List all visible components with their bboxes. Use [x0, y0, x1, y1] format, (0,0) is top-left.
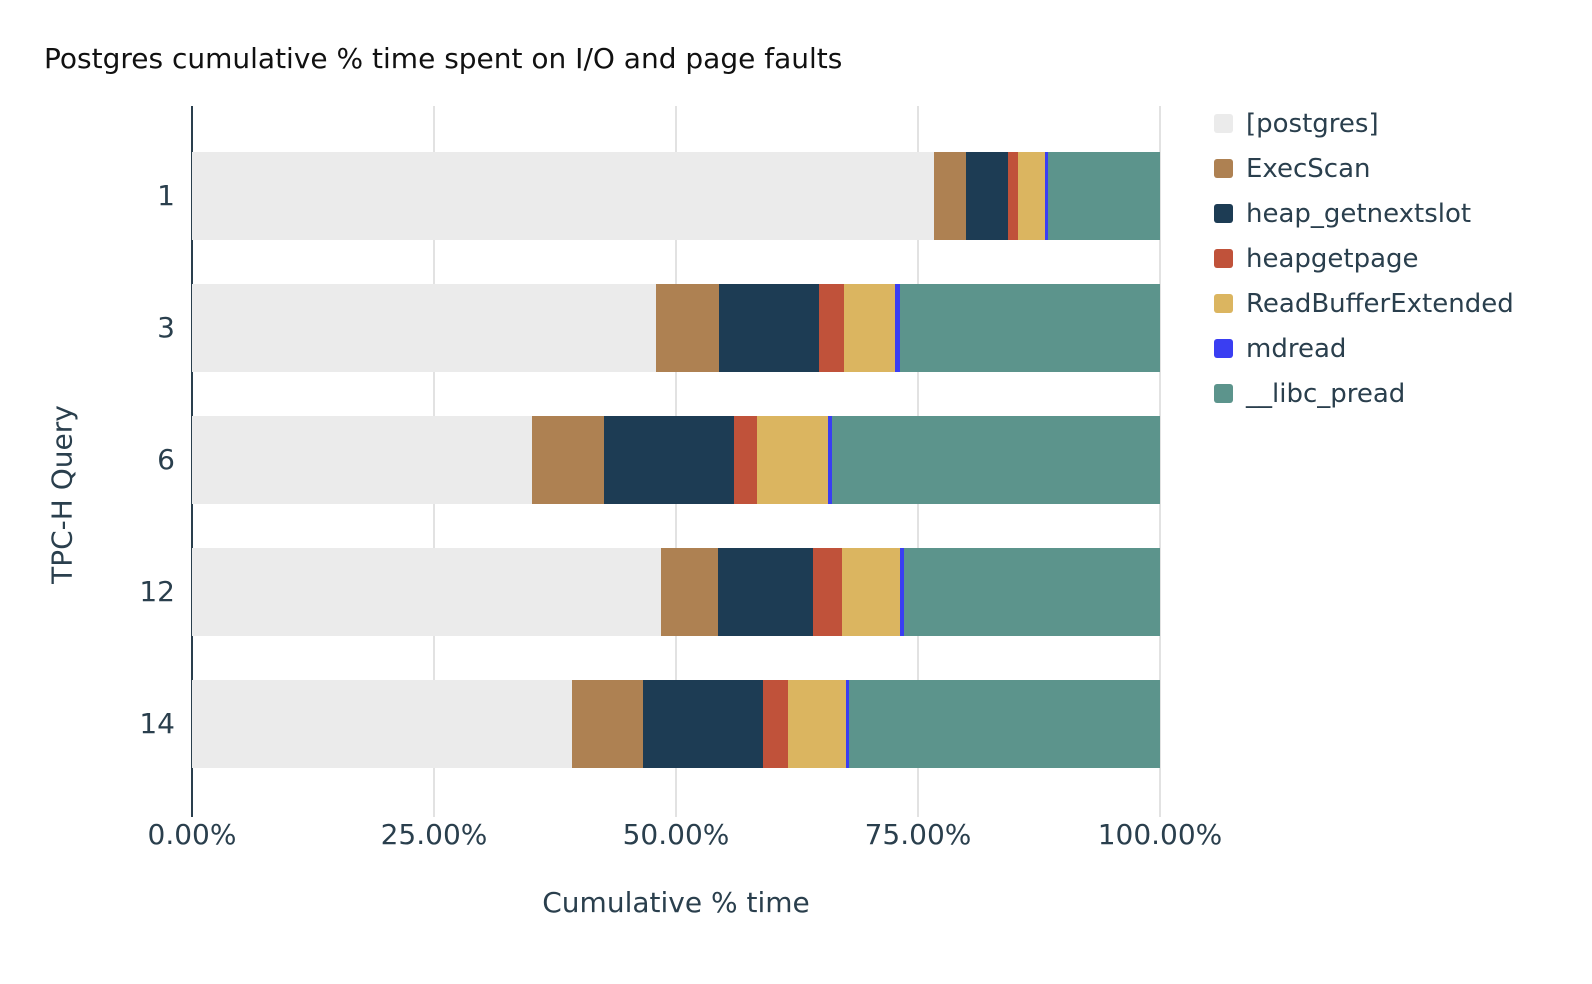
bar-segment[interactable]	[572, 680, 644, 768]
legend-item[interactable]: heapgetpage	[1214, 243, 1514, 274]
bar-row	[192, 680, 1160, 768]
legend-item[interactable]: ReadBufferExtended	[1214, 288, 1514, 319]
legend-swatch	[1214, 294, 1233, 313]
legend-label: heap_getnextslot	[1246, 198, 1472, 229]
y-tick-label: 3	[157, 311, 175, 344]
bar-segment[interactable]	[831, 416, 1160, 504]
bar-segment[interactable]	[763, 680, 789, 768]
bar-segment[interactable]	[734, 416, 758, 504]
bar-segment[interactable]	[192, 284, 656, 372]
bar-segment[interactable]	[934, 152, 967, 240]
bar-segment[interactable]	[660, 548, 718, 636]
legend-label: mdread	[1246, 333, 1347, 364]
bar-segment[interactable]	[841, 548, 900, 636]
bar-row	[192, 152, 1160, 240]
legend-label: heapgetpage	[1246, 243, 1419, 274]
y-tick-label: 1	[157, 179, 175, 212]
legend-swatch	[1214, 249, 1233, 268]
bar-segment[interactable]	[192, 680, 573, 768]
bar-segment[interactable]	[1047, 152, 1160, 240]
x-tick-label: 75.00%	[864, 818, 972, 851]
bar-segment[interactable]	[819, 284, 845, 372]
bar-segment[interactable]	[904, 548, 1160, 636]
bar-row	[192, 284, 1160, 372]
bar-segment[interactable]	[192, 152, 935, 240]
legend-swatch	[1214, 204, 1233, 223]
bar-segment[interactable]	[643, 680, 764, 768]
legend-item[interactable]: mdread	[1214, 333, 1514, 364]
bar-segment[interactable]	[894, 284, 900, 372]
bar-segment[interactable]	[531, 416, 605, 504]
bar-segment[interactable]	[757, 416, 828, 504]
bar-segment[interactable]	[717, 548, 814, 636]
legend-swatch	[1214, 114, 1233, 133]
bar-segment[interactable]	[966, 152, 1008, 240]
bar-segment[interactable]	[813, 548, 842, 636]
legend-item[interactable]: ExecScan	[1214, 153, 1514, 184]
bar-segment[interactable]	[655, 284, 719, 372]
legend-item[interactable]: [postgres]	[1214, 108, 1514, 139]
bar-segment[interactable]	[827, 416, 832, 504]
bar-segment[interactable]	[718, 284, 820, 372]
y-tick-label: 14	[139, 707, 175, 740]
bar-segment[interactable]	[1044, 152, 1048, 240]
bar-segment[interactable]	[604, 416, 735, 504]
bar-segment[interactable]	[192, 548, 661, 636]
bar-segment[interactable]	[1017, 152, 1045, 240]
y-axis-title: TPC-H Query	[45, 405, 79, 584]
bar-row	[192, 548, 1160, 636]
legend-swatch	[1214, 339, 1233, 358]
legend-label: ExecScan	[1246, 153, 1371, 184]
legend-label: [postgres]	[1246, 108, 1379, 139]
x-axis-title: Cumulative % time	[542, 886, 810, 919]
legend-label: ReadBufferExtended	[1246, 288, 1514, 319]
legend-item[interactable]: heap_getnextslot	[1214, 198, 1514, 229]
chart-title: Postgres cumulative % time spent on I/O …	[44, 42, 843, 75]
bar-segment[interactable]	[788, 680, 847, 768]
bar-row	[192, 416, 1160, 504]
legend-swatch	[1214, 384, 1233, 403]
x-tick-label: 25.00%	[380, 818, 488, 851]
legend-label: __libc_pread	[1246, 378, 1406, 409]
bar-segment[interactable]	[899, 548, 905, 636]
legend-item[interactable]: __libc_pread	[1214, 378, 1514, 409]
gridline	[1159, 106, 1161, 817]
bar-segment[interactable]	[192, 416, 532, 504]
bar-segment[interactable]	[844, 284, 895, 372]
x-tick-label: 0.00%	[147, 818, 237, 851]
bar-segment[interactable]	[899, 284, 1160, 372]
bar-segment[interactable]	[846, 680, 850, 768]
x-tick-label: 50.00%	[622, 818, 730, 851]
plot-area: 1 3 6 12 14 0.00% 25.00% 50.00% 75.00% 100.00%	[139, 106, 1222, 851]
legend-swatch	[1214, 159, 1233, 178]
bar-segment[interactable]	[1008, 152, 1018, 240]
x-tick-label: 100.00%	[1097, 818, 1223, 851]
y-tick-label: 12	[139, 575, 175, 608]
y-tick-label: 6	[157, 443, 175, 476]
bar-segment[interactable]	[849, 680, 1160, 768]
